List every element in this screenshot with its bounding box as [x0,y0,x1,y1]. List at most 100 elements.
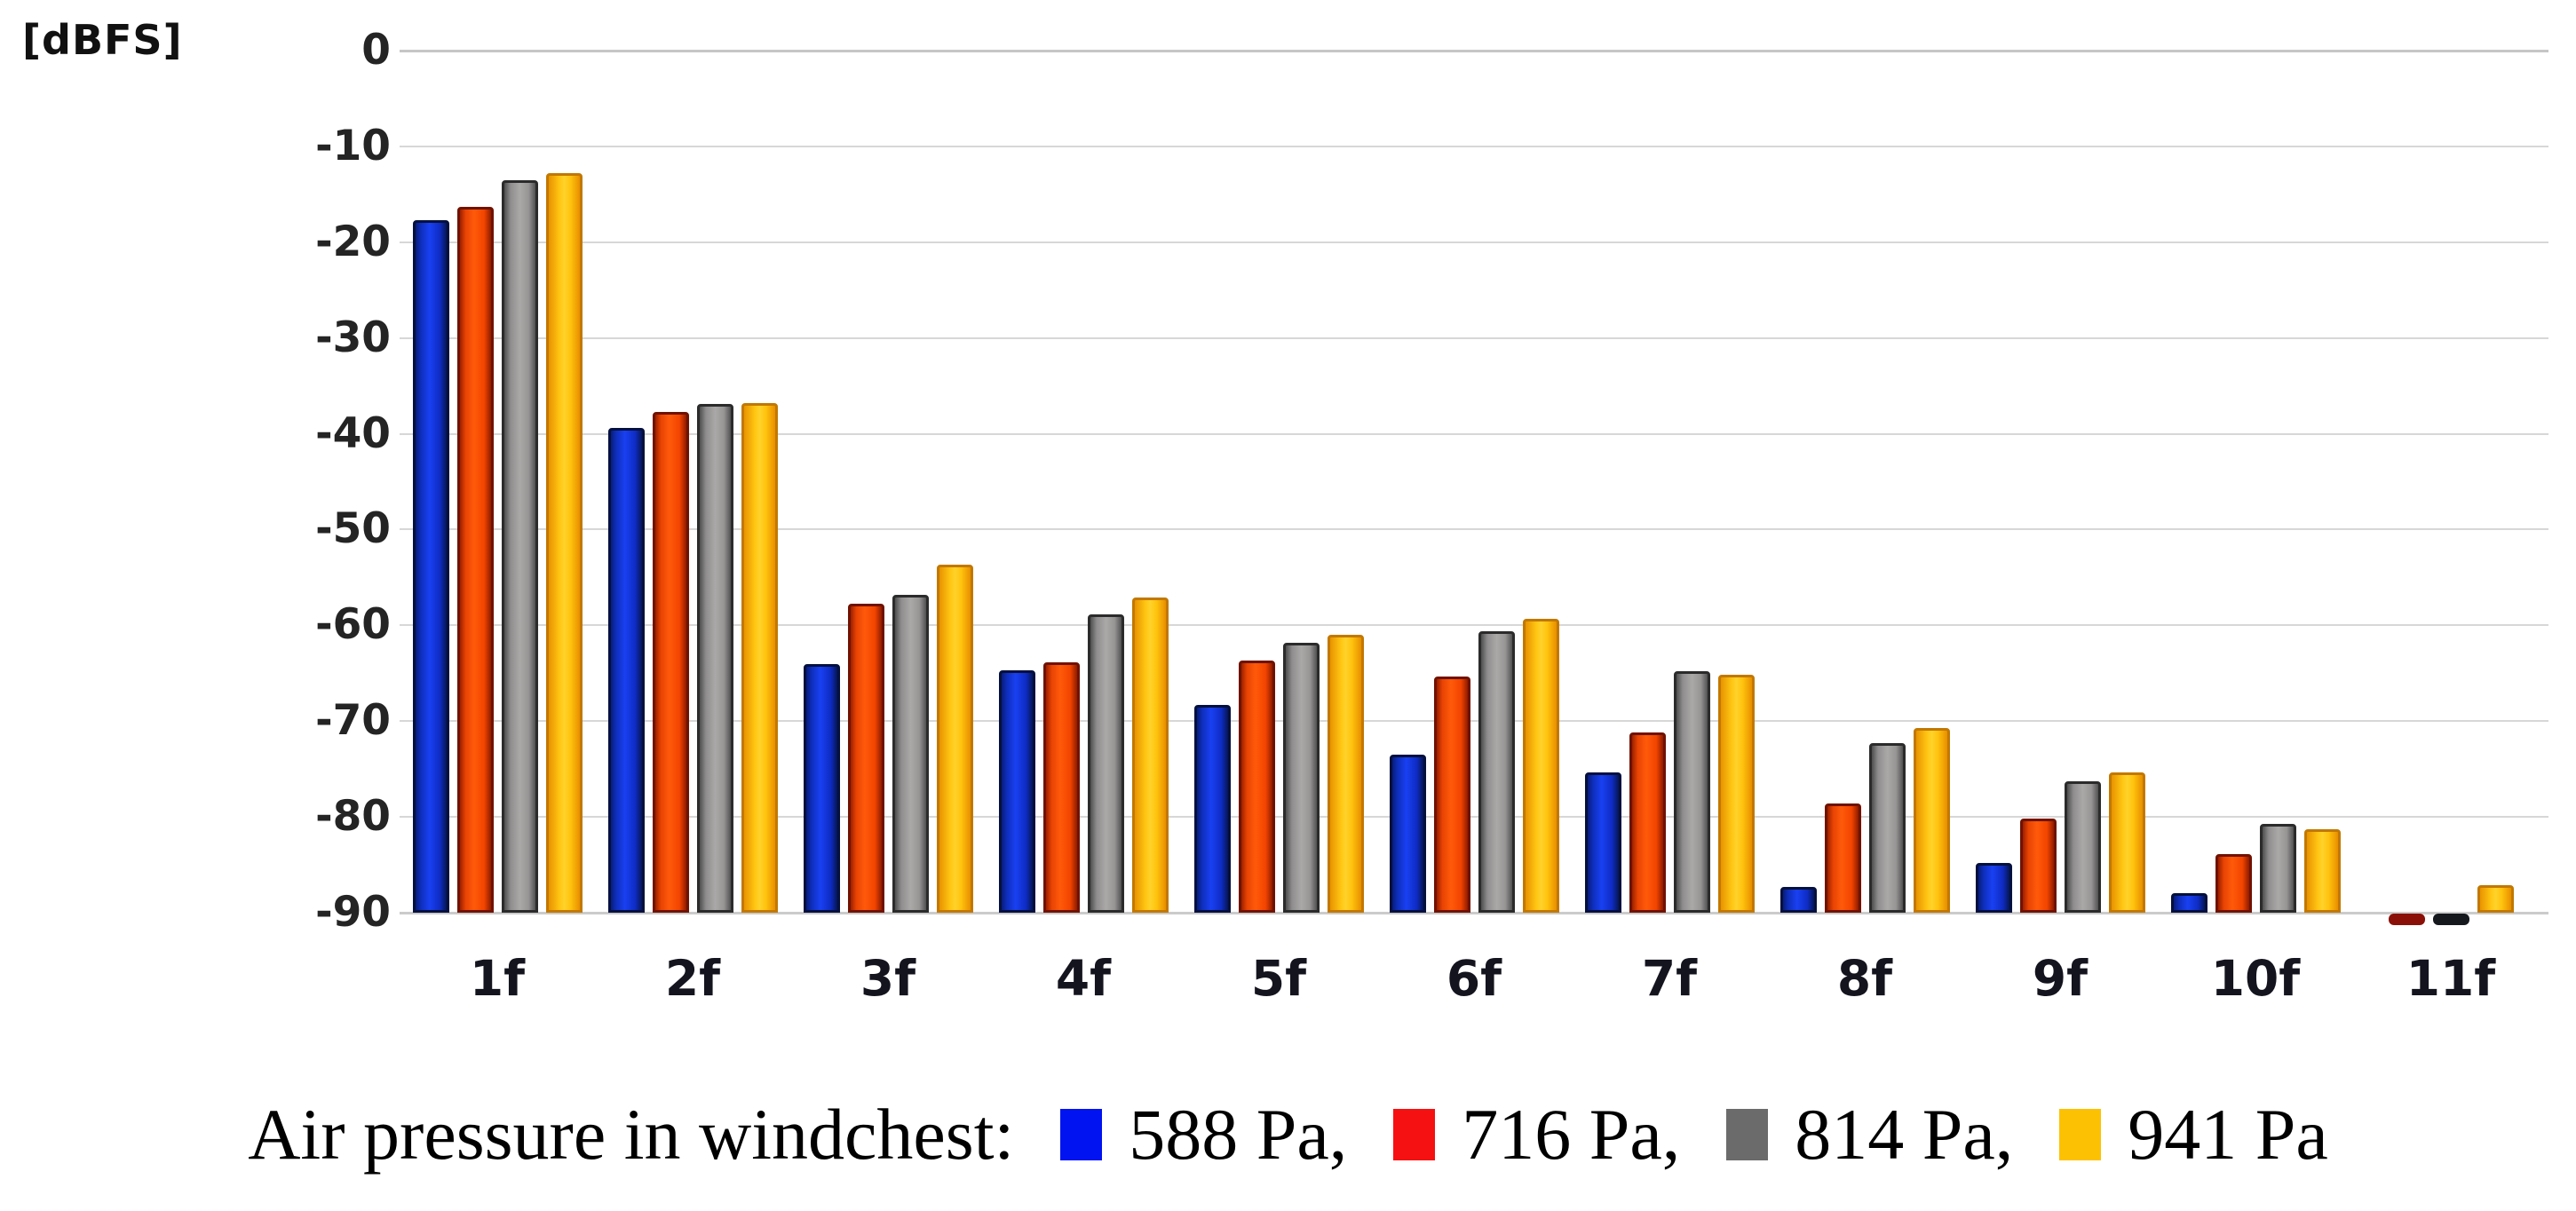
y-tick-label--30: -30 [315,313,391,362]
legend-label-2: 814 Pa, [1795,1094,2014,1175]
bar-941Pa-4f [1131,598,1169,913]
x-tick-label-11f: 11f [2406,950,2496,1007]
x-tick-label-4f: 4f [1055,950,1112,1007]
y-tick-label--50: -50 [315,504,391,554]
legend: Air pressure in windchest: 588 Pa, 716 Pa… [0,1081,2576,1188]
bar-588Pa-8f [1779,886,1817,913]
y-tick-label--90: -90 [315,888,391,937]
legend-label-3: 941 Pa [2128,1094,2328,1175]
bar-941Pa-7f [1717,675,1755,913]
bar-588Pa-9f [1975,862,2012,913]
gridline--60 [400,624,2548,627]
bar-814Pa-1f [501,179,538,913]
legend-prefix: Air pressure in windchest: [248,1094,1015,1175]
bar-941Pa-9f [2108,772,2145,913]
bar-group-11f [2353,51,2548,925]
x-tick-label-7f: 7f [1641,950,1698,1007]
bar-group-7f [1572,51,1767,913]
y-tick-label--20: -20 [315,217,391,266]
gridline--80 [400,816,2548,819]
x-tick-label-6f: 6f [1446,950,1502,1007]
y-tick-label--10: -10 [315,121,391,170]
bar-941Pa-2f [741,403,778,913]
bar-716Pa-9f [2019,819,2057,913]
bar-814Pa-10f [2259,823,2296,913]
bar-941Pa-10f [2303,829,2341,913]
bar-814Pa-8f [1868,743,1906,913]
bar-588Pa-1f [412,219,449,913]
bar-814Pa-7f [1673,671,1710,913]
bar-588Pa-3f [803,663,840,913]
x-axis-tick-labels: 1f 2f 3f 4f 5f 6f 7f 8f 9f 10f 11f [400,930,2548,1019]
y-tick-label--60: -60 [315,600,391,650]
x-tick-label-8f: 8f [1836,950,1893,1007]
gridline--10 [400,145,2548,147]
bar-group-3f [790,51,986,913]
gridline--20 [400,241,2548,243]
gridline-0 [400,50,2548,52]
gridline--50 [400,528,2548,531]
gridline--30 [400,336,2548,339]
bar-941Pa-11f [2477,884,2514,913]
bar-group-8f [1767,51,1962,913]
y-tick-label--40: -40 [315,408,391,458]
x-tick-label-10f: 10f [2210,950,2301,1007]
bar-588Pa-4f [998,670,1035,913]
gridline--70 [400,720,2548,723]
bar-588Pa-6f [1389,754,1426,913]
gridline--40 [400,432,2548,435]
legend-label-0: 588 Pa, [1129,1094,1348,1175]
bar-716Pa-1f [456,206,494,913]
bar-group-4f [986,51,1181,913]
bar-groups-layer [400,51,2548,925]
bar-716Pa-4f [1042,662,1080,913]
bar-716Pa-8f [1824,803,1861,913]
y-tick-label-0: 0 [361,26,391,75]
bar-group-6f [1376,51,1572,913]
y-axis-unit-label: [dBFS] [22,16,183,64]
bar-588Pa-5f [1193,704,1231,913]
x-tick-label-1f: 1f [469,950,526,1007]
bar-941Pa-1f [545,173,583,913]
bar-clipped-814Pa-11f [2432,914,2469,925]
bar-group-1f [400,51,595,913]
bar-941Pa-6f [1522,618,1559,913]
x-tick-label-5f: 5f [1250,950,1307,1007]
bar-716Pa-10f [2215,854,2252,913]
bar-716Pa-3f [847,603,884,913]
bar-716Pa-7f [1629,732,1666,913]
bar-814Pa-4f [1087,614,1124,913]
legend-item-716Pa: 716 Pa, [1393,1093,1680,1176]
x-tick-label-3f: 3f [860,950,916,1007]
bar-814Pa-2f [696,404,733,913]
bar-814Pa-3f [892,594,929,913]
plot-area [400,50,2548,914]
legend-swatch-3 [2059,1109,2102,1160]
legend-item-814Pa: 814 Pa, [1726,1093,2013,1176]
legend-item-588Pa: 588 Pa, [1060,1093,1347,1176]
bar-group-2f [595,51,790,913]
legend-swatch-1 [1393,1109,1436,1160]
bar-716Pa-2f [652,411,689,913]
legend-label-1: 716 Pa, [1462,1094,1681,1175]
x-tick-label-2f: 2f [664,950,721,1007]
bar-group-5f [1181,51,1376,913]
bar-588Pa-2f [607,428,645,913]
bar-941Pa-3f [936,565,973,913]
bar-941Pa-8f [1913,727,1950,913]
y-tick-label--70: -70 [315,696,391,746]
bar-716Pa-5f [1238,661,1275,913]
bar-941Pa-5f [1327,635,1364,913]
bar-588Pa-7f [1584,772,1621,913]
bar-clipped-716Pa-11f [2388,914,2425,925]
y-tick-label--80: -80 [315,792,391,842]
bar-814Pa-6f [1478,630,1515,913]
legend-swatch-2 [1726,1109,1769,1160]
bar-group-9f [1962,51,2158,913]
gridline--90 [400,912,2548,914]
legend-item-941Pa: 941 Pa [2059,1093,2328,1176]
bar-group-10f [2158,51,2353,913]
bar-814Pa-9f [2064,781,2101,913]
bar-814Pa-5f [1282,642,1320,913]
